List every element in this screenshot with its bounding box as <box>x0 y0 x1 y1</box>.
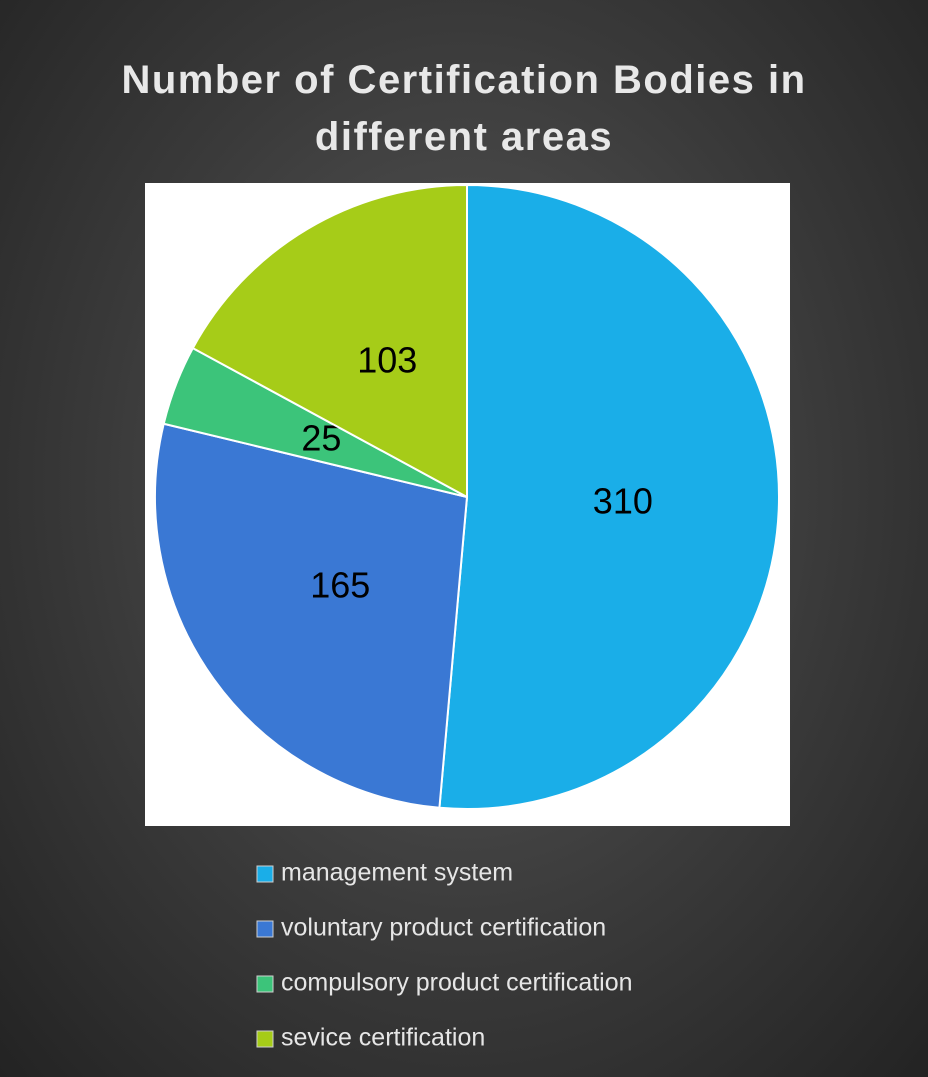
legend: management system voluntary product certi… <box>256 859 633 1052</box>
legend-label: voluntary product certification <box>281 914 606 942</box>
chart-title: Number of Certification Bodies in differ… <box>121 58 807 159</box>
legend-swatch <box>256 865 274 883</box>
legend-label: management system <box>281 859 513 887</box>
legend-swatch <box>256 1030 274 1048</box>
data-label: 310 <box>593 480 653 521</box>
pie-slice <box>154 422 469 809</box>
data-label: 103 <box>357 339 417 380</box>
legend-swatch <box>256 920 274 938</box>
pie-slice <box>438 183 780 810</box>
legend-swatch <box>256 975 274 993</box>
legend-label: compulsory product certification <box>281 969 633 997</box>
data-label: 165 <box>310 564 370 605</box>
pie-slice <box>191 183 468 499</box>
legend-label: sevice certification <box>281 1024 485 1052</box>
